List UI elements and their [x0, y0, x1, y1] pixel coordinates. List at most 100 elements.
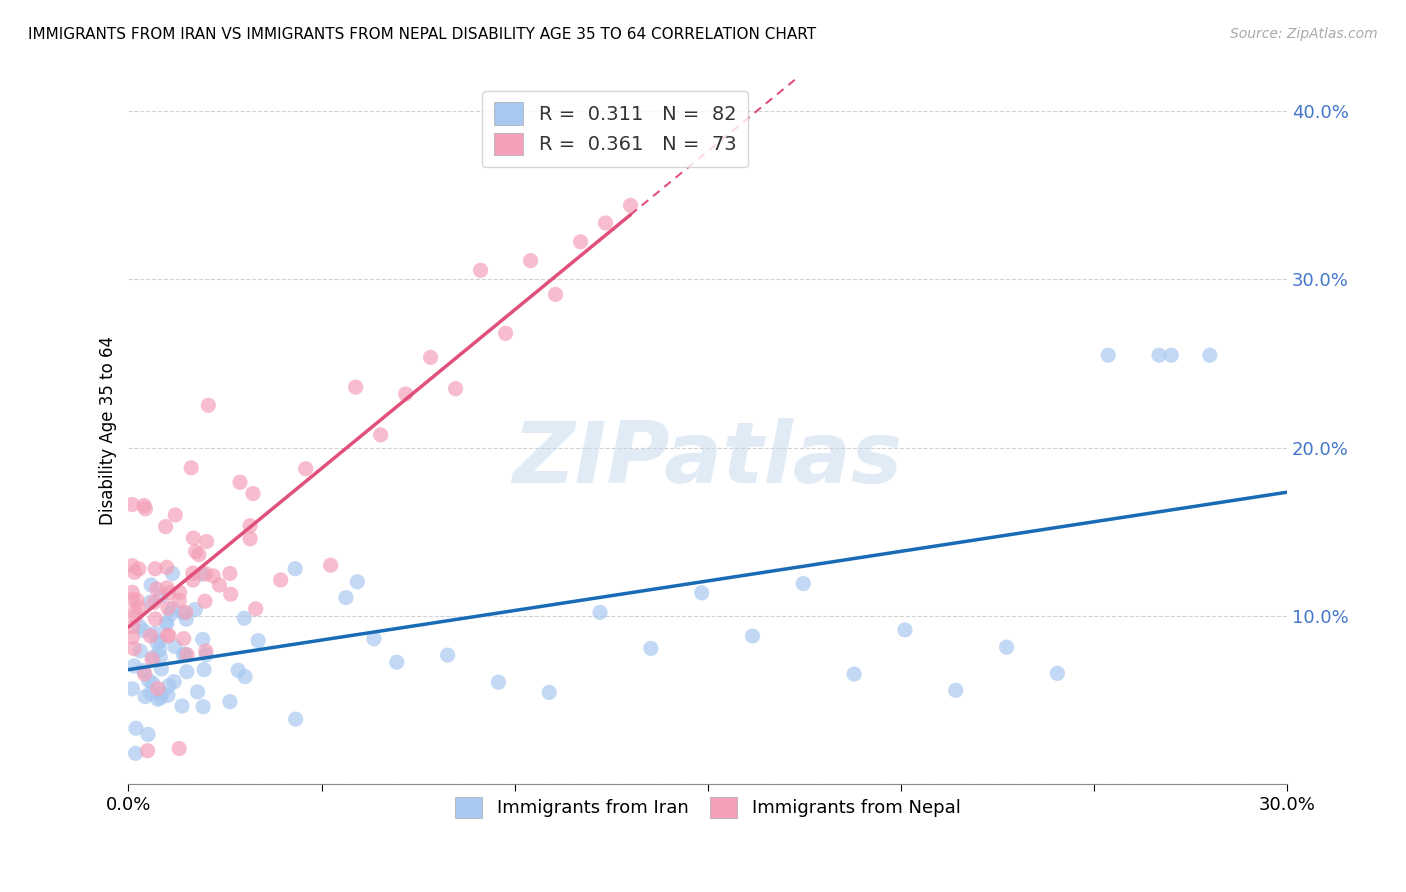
Point	[165, 508, 187, 522]
Point	[519, 253, 541, 268]
Point	[155, 519, 177, 533]
Point	[544, 287, 567, 301]
Point	[122, 659, 145, 673]
Point	[444, 382, 467, 396]
Point	[146, 692, 169, 706]
Point	[619, 198, 641, 212]
Point	[157, 586, 180, 600]
Point	[156, 560, 179, 574]
Point	[121, 631, 143, 645]
Point	[187, 548, 209, 562]
Point	[319, 558, 342, 573]
Point	[167, 741, 190, 756]
Point	[124, 566, 146, 580]
Point	[284, 562, 307, 576]
Point	[1097, 348, 1119, 362]
Point	[156, 628, 179, 642]
Point	[128, 562, 150, 576]
Point	[370, 428, 392, 442]
Point	[143, 595, 166, 609]
Point	[136, 727, 159, 741]
Point	[1046, 666, 1069, 681]
Point	[184, 544, 207, 558]
Point	[995, 640, 1018, 655]
Point	[124, 609, 146, 624]
Point	[690, 586, 713, 600]
Point	[194, 594, 217, 608]
Text: Source: ZipAtlas.com: Source: ZipAtlas.com	[1230, 27, 1378, 41]
Point	[184, 602, 207, 616]
Point	[186, 685, 208, 699]
Point	[169, 585, 191, 599]
Point	[195, 648, 218, 662]
Point	[150, 686, 173, 700]
Point	[141, 652, 163, 666]
Point	[1147, 348, 1170, 362]
Point	[142, 650, 165, 665]
Point	[150, 589, 173, 603]
Point	[470, 263, 492, 277]
Point	[842, 667, 865, 681]
Point	[1198, 348, 1220, 362]
Point	[139, 629, 162, 643]
Point	[174, 612, 197, 626]
Point	[149, 690, 172, 705]
Point	[149, 634, 172, 648]
Point	[202, 569, 225, 583]
Point	[174, 606, 197, 620]
Point	[191, 632, 214, 647]
Y-axis label: Disability Age 35 to 64: Disability Age 35 to 64	[100, 336, 117, 525]
Point	[162, 602, 184, 616]
Point	[156, 689, 179, 703]
Legend: Immigrants from Iran, Immigrants from Nepal: Immigrants from Iran, Immigrants from Ne…	[449, 789, 967, 825]
Point	[176, 648, 198, 662]
Point	[181, 566, 204, 580]
Point	[945, 683, 967, 698]
Point	[219, 695, 242, 709]
Point	[160, 607, 183, 622]
Point	[121, 585, 143, 599]
Point	[167, 593, 190, 607]
Point	[124, 747, 146, 761]
Point	[181, 573, 204, 587]
Point	[226, 663, 249, 677]
Point	[138, 673, 160, 688]
Point	[139, 578, 162, 592]
Point	[242, 486, 264, 500]
Point	[121, 498, 143, 512]
Text: ZIPatlas: ZIPatlas	[513, 417, 903, 500]
Point	[218, 566, 240, 581]
Point	[146, 582, 169, 596]
Point	[197, 398, 219, 412]
Point	[640, 641, 662, 656]
Point	[486, 675, 509, 690]
Point	[129, 644, 152, 658]
Point	[495, 326, 517, 341]
Point	[125, 721, 148, 735]
Point	[146, 636, 169, 650]
Point	[233, 670, 256, 684]
Point	[174, 647, 197, 661]
Point	[173, 632, 195, 646]
Point	[595, 216, 617, 230]
Point	[233, 611, 256, 625]
Point	[157, 679, 180, 693]
Point	[172, 606, 194, 620]
Point	[394, 387, 416, 401]
Point	[139, 595, 162, 609]
Point	[363, 632, 385, 646]
Point	[335, 591, 357, 605]
Point	[346, 574, 368, 589]
Point	[436, 648, 458, 662]
Point	[219, 587, 242, 601]
Point	[157, 629, 180, 643]
Point	[132, 664, 155, 678]
Point	[191, 567, 214, 582]
Point	[344, 380, 367, 394]
Point	[569, 235, 592, 249]
Point	[134, 690, 156, 704]
Point	[195, 534, 218, 549]
Point	[245, 602, 267, 616]
Point	[538, 685, 561, 699]
Point	[150, 662, 173, 676]
